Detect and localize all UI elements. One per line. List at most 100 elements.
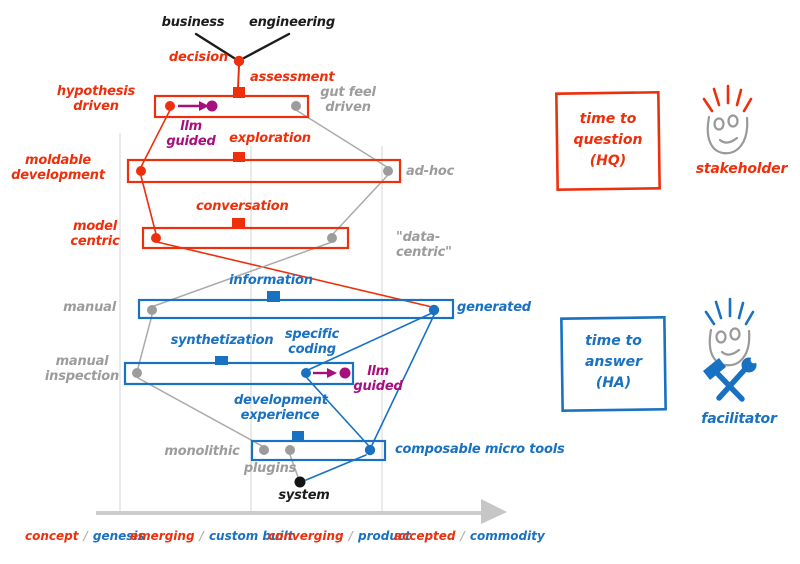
- composable-dot: [364, 444, 376, 456]
- label-information: information: [229, 273, 313, 288]
- ad-hoc-dot: [383, 166, 393, 176]
- inspection-to-monolithic-line: [137, 377, 263, 447]
- exploration-box: [126, 158, 402, 184]
- information-box: [137, 298, 455, 320]
- conversation-marker: [232, 218, 245, 228]
- synthetization-box: [123, 361, 355, 386]
- label-exploration: exploration: [229, 131, 311, 146]
- ha-line-1: time to: [585, 333, 642, 349]
- hq-line-2: question: [573, 132, 643, 148]
- label-engineering: engineering: [249, 15, 335, 30]
- time-to-answer-box: [560, 315, 667, 413]
- label-moldable-development: moldable development: [11, 153, 105, 183]
- label-model-centric: model centric: [70, 219, 120, 249]
- hq-line-1: time to: [579, 111, 637, 127]
- label-synthetization: synthetization: [170, 333, 274, 348]
- devex-box: [250, 439, 387, 462]
- llm-arrowhead-bottom-icon: [327, 368, 337, 378]
- axis-separator: /: [83, 529, 88, 543]
- moldable-dot: [136, 166, 146, 176]
- hypothesis-to-moldable-line: [140, 109, 171, 168]
- label-hypothesis-driven: hypothesis driven: [56, 84, 136, 114]
- label-facilitator: facilitator: [701, 411, 777, 427]
- facilitator-face-icon: [708, 327, 751, 367]
- decision-stem-line: [237, 65, 240, 89]
- axis-stage-accepted-commodity: accepted / commodity: [394, 529, 545, 543]
- exploration-marker: [233, 152, 245, 162]
- facilitator-icon: [703, 297, 758, 402]
- label-llm-guided-bottom: llm guided: [353, 364, 403, 394]
- axis-arrowhead-icon: [481, 499, 507, 524]
- connector-lines: [137, 32, 435, 481]
- manual-inspection-dot: [132, 368, 142, 378]
- ha-line-2: answer: [584, 354, 643, 370]
- axis-stage-emerging-custom-built: emerging / custom built: [130, 529, 294, 543]
- axis-maturity-label: converging: [268, 529, 344, 543]
- llm-guided-bottom-dot: [339, 367, 351, 379]
- axis-separator: /: [460, 529, 465, 543]
- axis-evolution-label: custom built: [208, 529, 294, 543]
- label-ad-hoc: ad-hoc: [406, 164, 455, 179]
- decision-dot: [233, 55, 245, 67]
- axis-evolution-label: genesis: [92, 529, 145, 543]
- engineering-line: [242, 32, 291, 60]
- label-composable-micro-tools: composable micro tools: [395, 442, 565, 457]
- composable-to-system-line: [305, 454, 367, 481]
- time-to-answer-text: time to answer (HA): [562, 331, 665, 394]
- specific-coding-dot: [301, 368, 311, 378]
- label-data-centric: "data-centric": [396, 230, 452, 260]
- decision-assessment-box: [153, 94, 310, 119]
- generated-to-specific-line: [307, 312, 433, 371]
- node-boxes: [123, 94, 455, 462]
- label-system: system: [278, 488, 330, 503]
- crossed-tools-icon: [703, 356, 758, 402]
- label-assessment: assessment: [250, 70, 335, 85]
- label-business: business: [161, 15, 225, 30]
- decision-marker: [233, 87, 245, 98]
- label-generated: generated: [457, 300, 531, 315]
- marker-squares: [215, 87, 304, 442]
- monolithic-dot: [259, 445, 269, 455]
- axis-separator: /: [348, 529, 354, 543]
- axis-maturity-label: emerging: [130, 529, 195, 543]
- label-manual-inspection: manual inspection: [44, 354, 120, 384]
- axis-stage-concept-genesis: concept / genesis: [25, 529, 145, 543]
- stakeholder-icon: [702, 84, 753, 155]
- label-conversation: conversation: [196, 199, 289, 214]
- information-marker: [267, 291, 280, 302]
- business-line: [194, 32, 236, 60]
- synthetization-marker: [215, 356, 228, 365]
- facilitator-rays-icon: [704, 297, 755, 326]
- gutfeel-to-adhoc-line: [295, 109, 388, 168]
- stakeholder-face-icon: [706, 114, 749, 155]
- axis-maturity-label: accepted: [394, 529, 456, 543]
- model-centric-dot: [151, 233, 161, 243]
- hq-line-3: (HQ): [589, 153, 627, 169]
- label-stakeholder: stakeholder: [695, 161, 788, 177]
- axis-evolution-label: commodity: [469, 529, 545, 543]
- label-gut-feel-driven: gut feel driven: [320, 85, 376, 115]
- plugins-dot: [285, 445, 295, 455]
- data-centric-dot: [327, 233, 337, 243]
- model-to-generated-line: [156, 241, 433, 308]
- conversation-box: [141, 226, 350, 250]
- generated-dot: [428, 304, 440, 316]
- axis-separator: /: [199, 529, 204, 543]
- specific-to-composable-line: [306, 377, 369, 446]
- ha-line-3: (HA): [595, 375, 632, 391]
- evolution-axis-arrow: [96, 499, 507, 524]
- axis-stage-converging-product: converging / product: [268, 529, 411, 543]
- devex-marker: [292, 431, 304, 442]
- axis-maturity-label: concept: [25, 529, 79, 543]
- label-manual: manual: [63, 300, 116, 315]
- moldable-to-model-line: [140, 175, 157, 235]
- llm-arrowhead-top-icon: [199, 101, 209, 111]
- hypothesis-dot: [165, 101, 175, 111]
- adhoc-to-datacentric-line: [332, 175, 388, 235]
- label-llm-guided-top: llm guided: [166, 119, 216, 149]
- stakeholder-rays-icon: [702, 84, 753, 113]
- manual-dot: [147, 305, 157, 315]
- generated-to-composable-line: [371, 314, 435, 446]
- gut-feel-dot: [291, 101, 301, 111]
